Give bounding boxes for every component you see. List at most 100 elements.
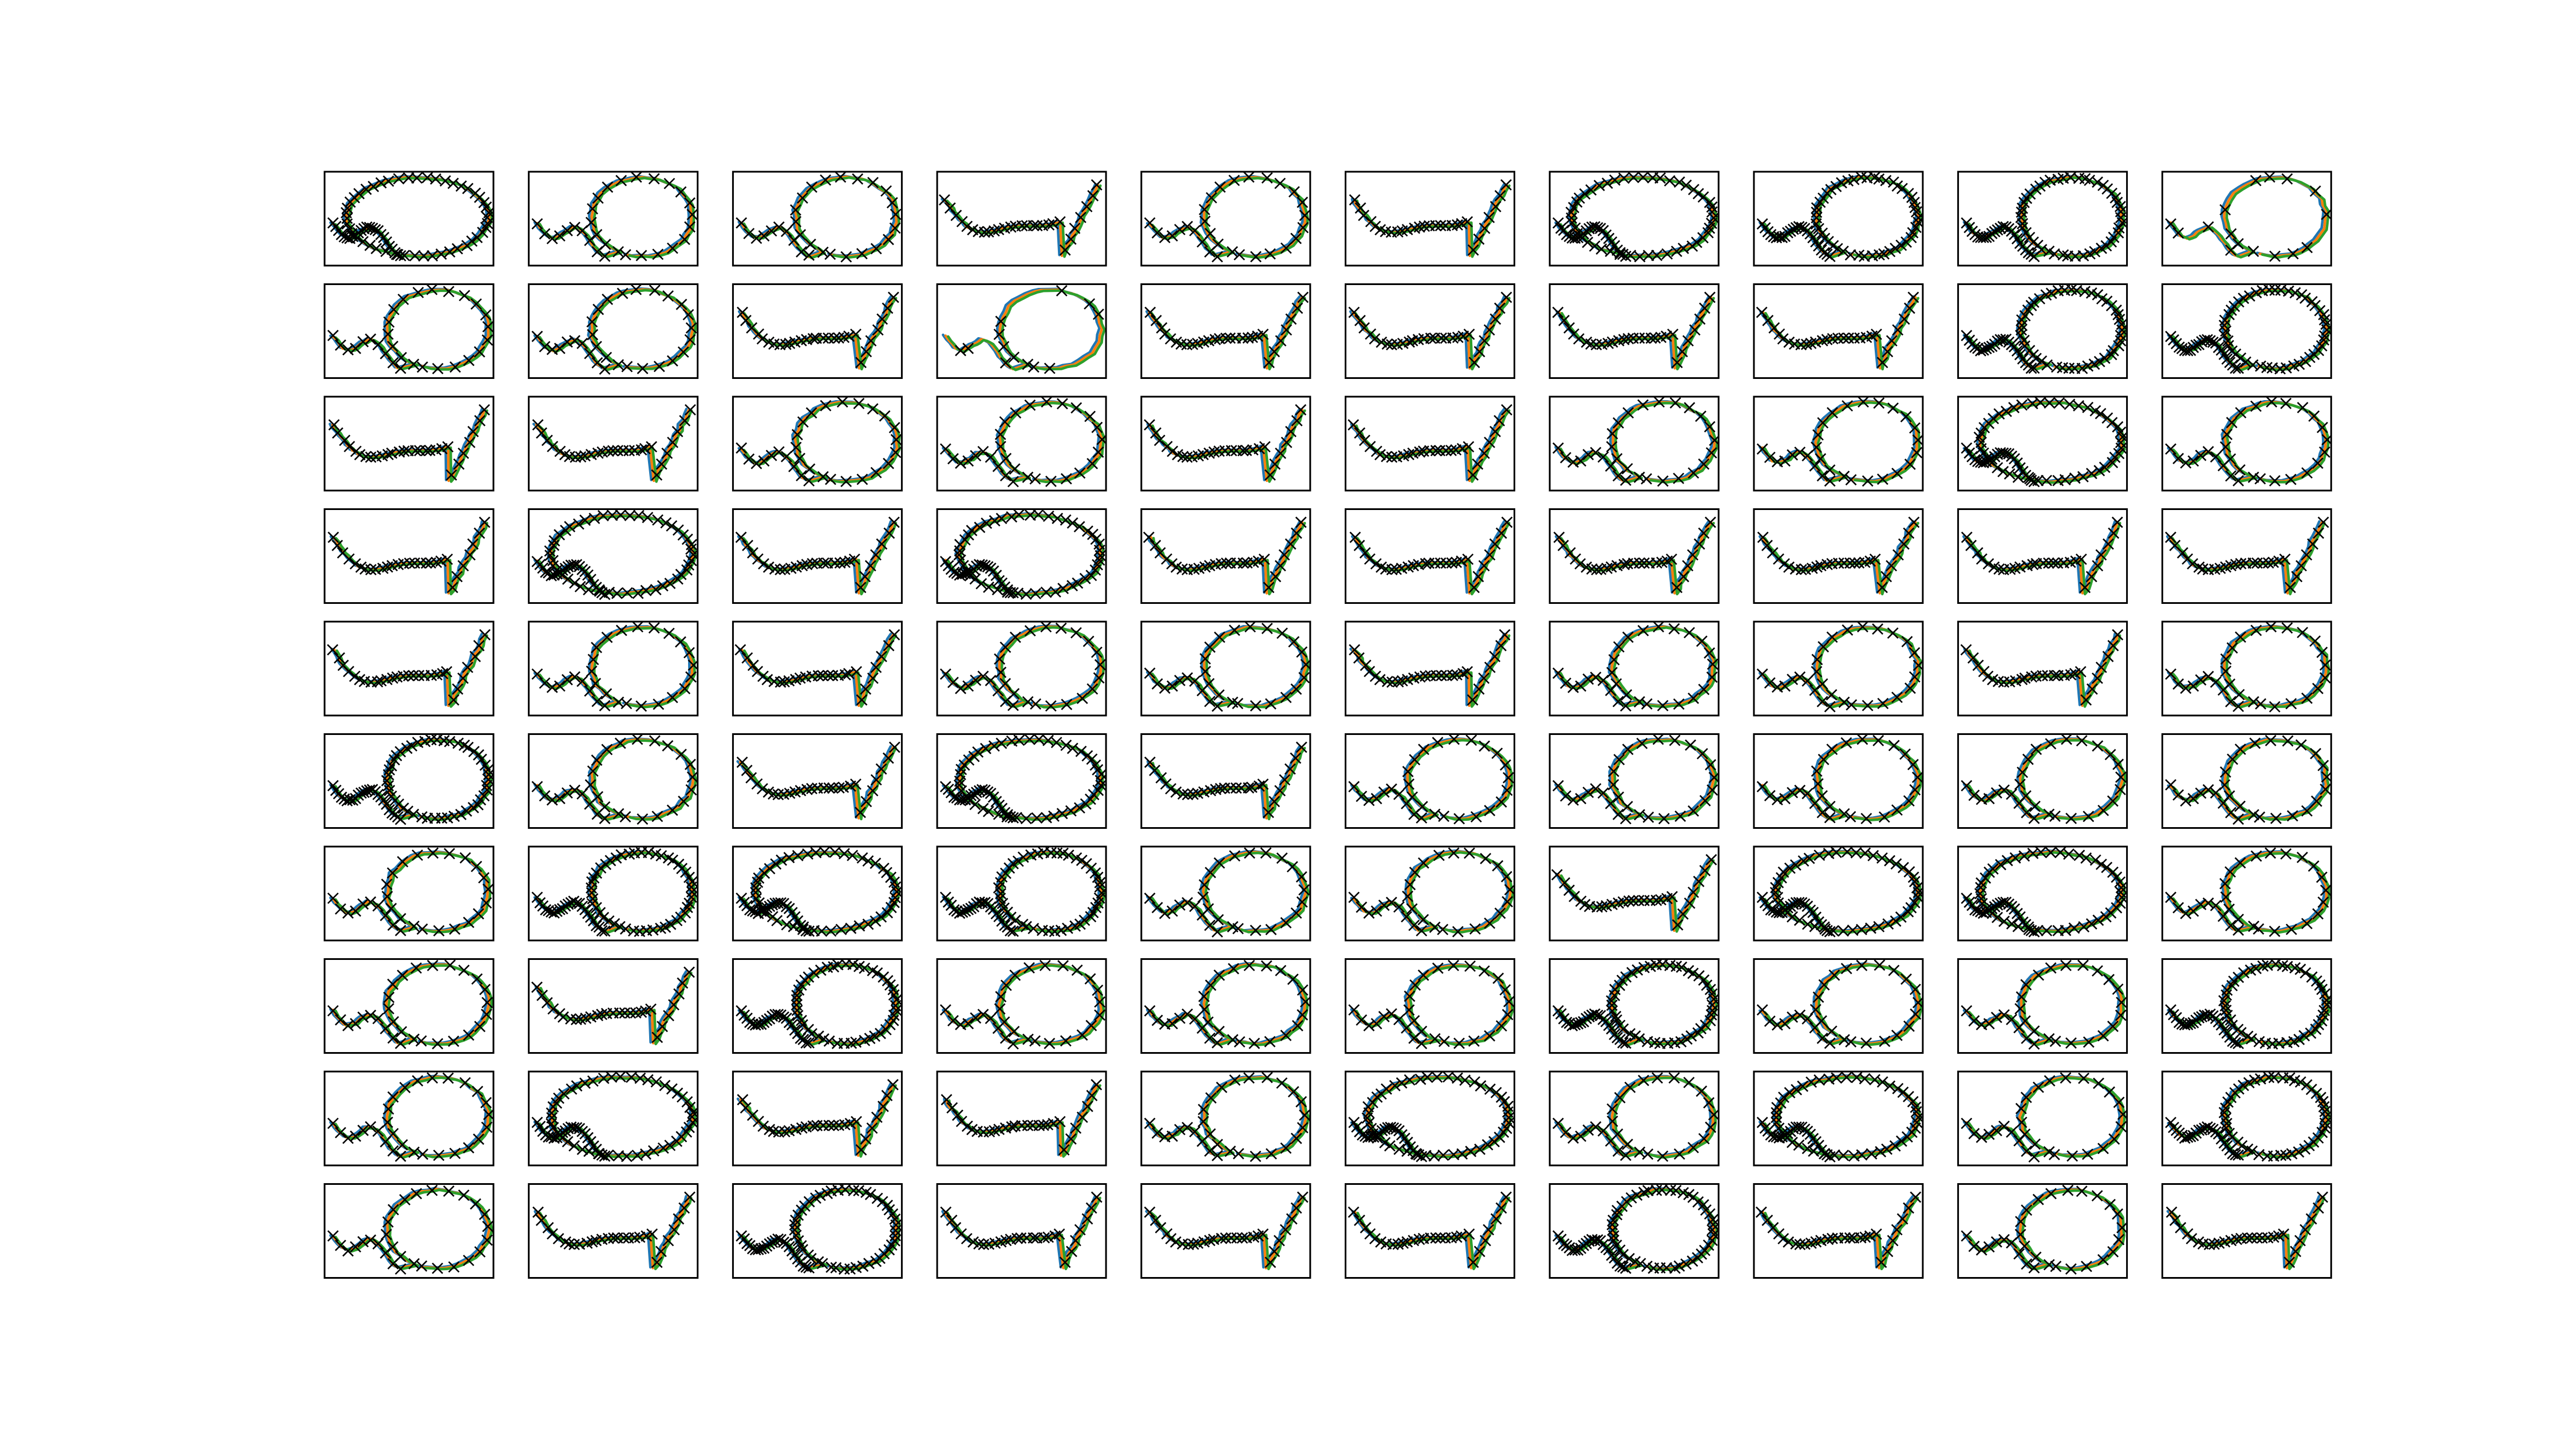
data-point-marker (1987, 863, 1999, 875)
data-point-marker (1033, 509, 1044, 521)
data-point-marker (2226, 345, 2238, 357)
data-point-marker (803, 1262, 815, 1274)
data-point-marker (1228, 175, 1240, 187)
data-point-marker (1610, 678, 1622, 690)
data-point-marker (2305, 1213, 2317, 1225)
data-point-marker (2045, 847, 2057, 859)
subplot-panel (528, 620, 699, 717)
data-point-marker (1652, 1072, 1664, 1084)
data-point-marker (1467, 244, 1479, 256)
data-point-marker (444, 246, 456, 258)
data-point-marker (1688, 467, 1700, 479)
data-point-marker (343, 553, 355, 565)
data-point-marker (327, 531, 339, 543)
data-point-marker (856, 248, 868, 260)
data-point-marker (1591, 1009, 1603, 1021)
data-point-marker (619, 249, 631, 260)
data-point-marker (591, 229, 603, 240)
data-point-marker (1452, 219, 1463, 231)
data-point-marker (1907, 758, 1919, 770)
data-point-marker (2043, 808, 2055, 820)
data-point-marker (1463, 1228, 1475, 1240)
data-point-marker (1364, 441, 1376, 453)
data-point-marker (685, 784, 697, 796)
data-point-marker (1684, 402, 1696, 414)
data-point-marker (2266, 397, 2278, 408)
data-point-marker (1586, 1009, 1598, 1021)
data-point-marker (1657, 1150, 1669, 1162)
data-point-marker (2226, 417, 2238, 429)
data-point-marker (651, 1031, 663, 1043)
data-point-marker (1892, 1082, 1904, 1094)
data-point-marker (412, 287, 424, 298)
data-point-marker (995, 512, 1008, 524)
data-point-marker (1990, 1125, 2002, 1137)
data-point-marker (1349, 194, 1361, 206)
data-point-marker (1838, 332, 1850, 344)
subplot-frame (1753, 1183, 1924, 1279)
data-point-marker (1500, 179, 1512, 191)
data-point-marker (647, 1145, 659, 1157)
data-point-marker (556, 569, 568, 581)
data-point-marker (2180, 795, 2192, 807)
data-point-marker (829, 557, 841, 569)
data-point-marker (684, 1101, 696, 1113)
data-point-marker (1607, 778, 1619, 790)
data-point-marker (2233, 1083, 2245, 1095)
data-point-marker (2080, 852, 2092, 864)
data-point-marker (1777, 1092, 1789, 1103)
data-point-marker (812, 1030, 824, 1042)
subplot-frame (936, 171, 1107, 267)
data-point-marker (675, 186, 687, 198)
data-point-marker (2111, 871, 2123, 883)
data-point-marker (1181, 451, 1193, 463)
data-point-marker (2020, 790, 2032, 802)
data-point-marker (1826, 631, 1838, 643)
data-point-marker (970, 674, 982, 686)
data-point-marker (350, 1018, 362, 1030)
data-point-marker (341, 202, 353, 214)
data-point-marker (349, 670, 361, 682)
data-point-marker (646, 441, 658, 453)
data-point-marker (413, 670, 425, 682)
data-point-marker (1211, 700, 1223, 712)
data-point-marker (1650, 895, 1662, 906)
data-point-marker (602, 1232, 614, 1244)
data-point-marker (1086, 1090, 1098, 1101)
data-point-marker (415, 1035, 427, 1047)
subplot-plot-area (1348, 959, 1515, 1050)
data-point-marker (1090, 533, 1102, 545)
data-point-marker (736, 442, 748, 454)
data-point-marker (1677, 908, 1689, 920)
data-point-marker (1707, 1213, 1719, 1226)
data-point-marker (1499, 984, 1511, 996)
data-point-marker (548, 907, 560, 919)
data-point-marker (1606, 1103, 1618, 1115)
subplot-panel (732, 508, 903, 604)
data-point-marker (1668, 1072, 1680, 1084)
data-point-marker (2044, 1075, 2056, 1087)
data-point-marker (1596, 901, 1608, 913)
data-point-marker (772, 1009, 784, 1021)
data-point-marker (1467, 469, 1479, 481)
data-point-marker (1358, 209, 1370, 222)
subplot-panel (323, 396, 495, 492)
data-point-marker (614, 1072, 626, 1082)
data-point-marker (2078, 1072, 2089, 1084)
data-point-marker (2020, 979, 2032, 991)
series-line (741, 1084, 897, 1158)
data-point-marker (2045, 1188, 2057, 1200)
subplot-frame (323, 958, 495, 1054)
data-point-marker (1348, 1004, 1360, 1016)
data-point-marker (2318, 330, 2330, 342)
data-point-marker (762, 561, 775, 573)
data-point-marker (2020, 1092, 2032, 1104)
data-point-marker (1826, 744, 1838, 756)
data-point-marker (397, 294, 409, 305)
data-point-marker (1597, 1125, 1609, 1137)
data-point-marker (583, 1145, 595, 1157)
subplot-panel (1753, 845, 1924, 942)
data-point-marker (1024, 399, 1036, 411)
data-point-marker (1824, 1037, 1836, 1049)
data-point-marker (981, 517, 993, 529)
